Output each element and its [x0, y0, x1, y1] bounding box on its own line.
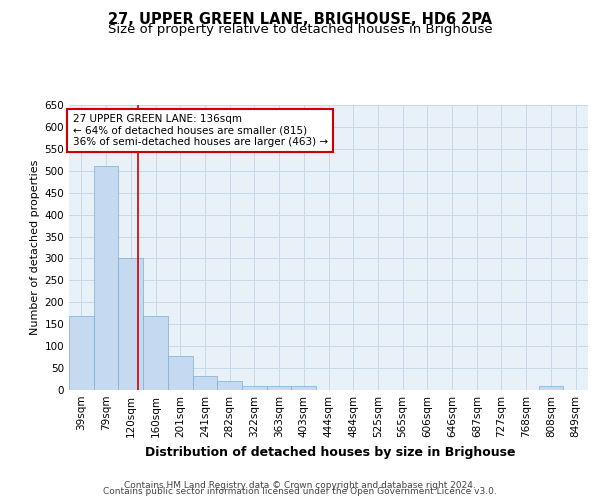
Y-axis label: Number of detached properties: Number of detached properties: [30, 160, 40, 335]
Text: 27, UPPER GREEN LANE, BRIGHOUSE, HD6 2PA: 27, UPPER GREEN LANE, BRIGHOUSE, HD6 2PA: [108, 12, 492, 28]
Bar: [217, 381, 242, 390]
Text: Size of property relative to detached houses in Brighouse: Size of property relative to detached ho…: [107, 22, 493, 36]
Bar: [292, 386, 316, 390]
Bar: [94, 166, 118, 390]
Text: Distribution of detached houses by size in Brighouse: Distribution of detached houses by size …: [145, 446, 515, 459]
Bar: [118, 258, 143, 390]
Bar: [242, 386, 267, 390]
Bar: [193, 376, 217, 390]
Text: Contains public sector information licensed under the Open Government Licence v3: Contains public sector information licen…: [103, 487, 497, 496]
Bar: [143, 316, 168, 390]
Bar: [69, 316, 94, 390]
Text: Contains HM Land Registry data © Crown copyright and database right 2024.: Contains HM Land Registry data © Crown c…: [124, 481, 476, 490]
Bar: [539, 386, 563, 390]
Bar: [267, 386, 292, 390]
Bar: [168, 356, 193, 390]
Text: 27 UPPER GREEN LANE: 136sqm
← 64% of detached houses are smaller (815)
36% of se: 27 UPPER GREEN LANE: 136sqm ← 64% of det…: [73, 114, 328, 147]
